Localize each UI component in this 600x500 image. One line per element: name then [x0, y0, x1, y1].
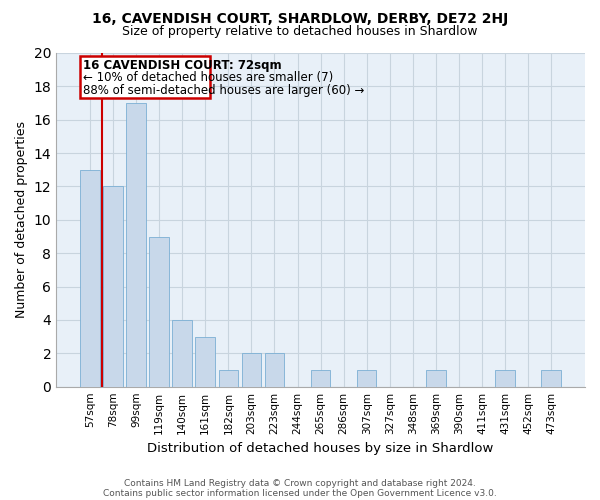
Text: Contains public sector information licensed under the Open Government Licence v3: Contains public sector information licen… [103, 488, 497, 498]
Bar [357, 370, 376, 386]
Text: ← 10% of detached houses are smaller (7): ← 10% of detached houses are smaller (7) [83, 72, 334, 85]
Text: 16 CAVENDISH COURT: 72sqm: 16 CAVENDISH COURT: 72sqm [83, 59, 282, 72]
Bar [242, 354, 261, 386]
Bar [149, 236, 169, 386]
Bar [172, 320, 192, 386]
Bar [265, 354, 284, 386]
Bar [218, 370, 238, 386]
Text: 88% of semi-detached houses are larger (60) →: 88% of semi-detached houses are larger (… [83, 84, 364, 97]
X-axis label: Distribution of detached houses by size in Shardlow: Distribution of detached houses by size … [148, 442, 494, 455]
Bar [80, 170, 100, 386]
Text: Size of property relative to detached houses in Shardlow: Size of property relative to detached ho… [122, 25, 478, 38]
FancyBboxPatch shape [80, 56, 210, 98]
Bar [541, 370, 561, 386]
Bar [426, 370, 446, 386]
Y-axis label: Number of detached properties: Number of detached properties [15, 122, 28, 318]
Bar [196, 336, 215, 386]
Text: 16, CAVENDISH COURT, SHARDLOW, DERBY, DE72 2HJ: 16, CAVENDISH COURT, SHARDLOW, DERBY, DE… [92, 12, 508, 26]
Bar [127, 103, 146, 387]
Bar [311, 370, 331, 386]
Text: Contains HM Land Registry data © Crown copyright and database right 2024.: Contains HM Land Registry data © Crown c… [124, 478, 476, 488]
Bar [103, 186, 123, 386]
Bar [495, 370, 515, 386]
